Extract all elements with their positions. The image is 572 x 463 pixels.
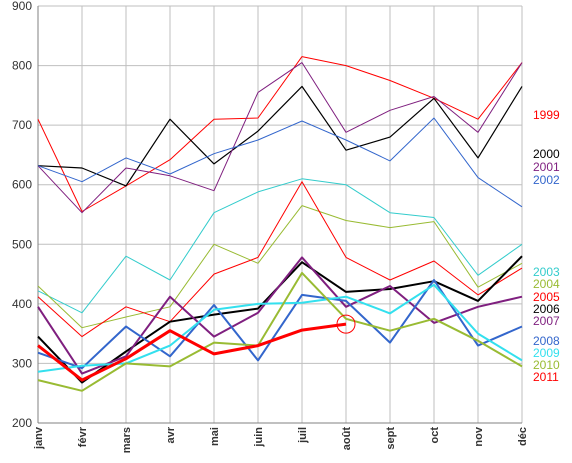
series-line-1999 <box>37 56 523 212</box>
legend-label-2006: 2006 <box>533 302 560 316</box>
legend-label-2001: 2001 <box>533 160 560 174</box>
series-line-2003 <box>37 178 523 314</box>
series-line-2000 <box>37 85 523 187</box>
legend-label-2003: 2003 <box>533 265 560 279</box>
legend-label-2004: 2004 <box>533 277 560 291</box>
series-line-2005 <box>37 181 523 338</box>
y-tick-label: 300 <box>12 356 32 370</box>
series-layer <box>37 56 523 392</box>
series-line-2010 <box>37 271 523 392</box>
y-tick-label: 800 <box>12 59 32 73</box>
x-tick-label: janv <box>33 426 45 450</box>
legend-label-2009: 2009 <box>533 346 560 360</box>
y-tick-label: 900 <box>12 0 32 13</box>
series-line-2008 <box>37 279 523 370</box>
legend-label-2000: 2000 <box>533 147 560 161</box>
x-tick-label: avr <box>165 426 177 443</box>
series-line-2007 <box>37 256 523 375</box>
y-tick-label: 600 <box>12 178 32 192</box>
y-tick-label: 400 <box>12 297 32 311</box>
x-tick-label: oct <box>429 427 441 444</box>
annotation-circle <box>336 314 356 334</box>
legend-label-2002: 2002 <box>533 173 560 187</box>
x-tick-label: mars <box>121 427 133 453</box>
series-line-2011 <box>37 322 347 382</box>
legend-label-2008: 2008 <box>533 334 560 348</box>
grid-layer <box>37 5 523 424</box>
x-tick-label: nov <box>473 426 485 446</box>
legend-label-2005: 2005 <box>533 290 560 304</box>
x-tick-label: août <box>341 427 353 451</box>
y-tick-label: 500 <box>12 237 32 251</box>
x-tick-label: déc <box>517 427 529 446</box>
legend-label-2011: 2011 <box>533 370 559 384</box>
series-line-2001 <box>37 62 523 214</box>
legend-label-2007: 2007 <box>533 314 560 328</box>
annotation-layer <box>336 314 356 334</box>
x-tick-label: sept <box>385 427 397 450</box>
y-tick-label: 200 <box>12 416 32 430</box>
series-line-2004 <box>37 205 523 329</box>
x-tick-label: févr <box>77 426 89 447</box>
x-tick-label: juin <box>253 427 265 448</box>
x-tick-label: mai <box>209 427 221 446</box>
x-tick-label: juil <box>297 427 309 444</box>
y-tick-label: 700 <box>12 118 32 132</box>
legend-label-1999: 1999 <box>533 108 560 122</box>
series-line-2002 <box>37 117 523 208</box>
legend-label-2010: 2010 <box>533 358 560 372</box>
axis-layer: 200 300 400 500 600 700 800 900 janv févr mars avr m… <box>12 0 529 453</box>
